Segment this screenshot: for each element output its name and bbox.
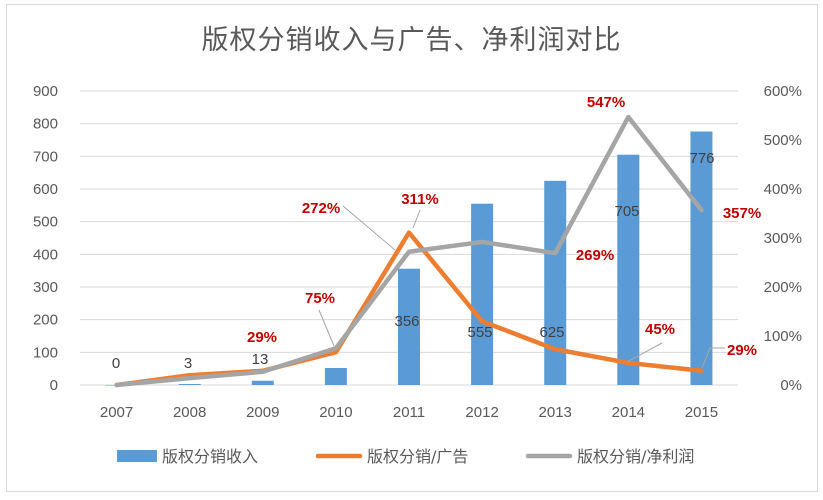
leader-line	[412, 209, 421, 229]
line-data-label: 75%	[305, 290, 335, 307]
legend-swatch-bar	[117, 450, 157, 462]
bar-2014	[617, 154, 640, 385]
y-left-tick-label: 600	[33, 181, 58, 198]
x-tick-label: 2012	[465, 404, 498, 421]
x-tick-label: 2008	[173, 404, 206, 421]
y-right-tick-label: 200%	[764, 279, 802, 296]
y-right-tick-label: 300%	[764, 230, 802, 247]
y-left-tick-label: 900	[33, 83, 58, 100]
line-data-label: 29%	[727, 342, 757, 359]
leader-line	[318, 309, 335, 347]
x-tick-label: 2013	[539, 404, 572, 421]
y-left-tick-label: 0	[50, 377, 58, 394]
y-left-tick-label: 400	[33, 246, 58, 263]
bar-data-label: 555	[467, 324, 492, 341]
line-data-label: 269%	[576, 247, 614, 264]
y-right-tick-label: 500%	[764, 132, 802, 149]
y-left-tick-label: 200	[33, 312, 58, 329]
y-right-tick-label: 600%	[764, 83, 802, 100]
x-tick-label: 2015	[685, 404, 718, 421]
bar-data-label: 705	[614, 203, 639, 220]
bar-data-label: 625	[539, 324, 564, 341]
bar-2013	[544, 180, 567, 385]
line-data-label: 29%	[247, 329, 277, 346]
line-data-label: 45%	[645, 321, 675, 338]
bar-data-label: 13	[252, 351, 269, 368]
leader-line	[701, 347, 725, 369]
y-right-tick-label: 0%	[780, 377, 802, 394]
bar-2011	[398, 268, 420, 385]
line-data-label: 357%	[723, 205, 761, 222]
x-tick-label: 2010	[319, 404, 352, 421]
y-left-tick-label: 500	[33, 214, 58, 231]
x-tick-label: 2009	[246, 404, 279, 421]
leader-line	[626, 342, 663, 363]
bar-data-label: 0	[112, 355, 120, 372]
bar-data-label: 3	[184, 355, 192, 372]
y-left-tick-label: 800	[33, 116, 58, 133]
x-tick-label: 2011	[393, 404, 425, 421]
line-data-label: 547%	[587, 94, 625, 111]
bar-2015	[690, 131, 713, 385]
y-right-tick-label: 100%	[764, 328, 802, 345]
bar-2010	[324, 368, 347, 385]
bar-2008	[178, 384, 201, 385]
y-right-tick-label: 400%	[764, 181, 802, 198]
y-left-tick-label: 700	[33, 148, 58, 165]
leader-line	[342, 205, 396, 251]
legend-label: 版权分销收入	[162, 447, 258, 466]
line-series-1	[114, 230, 704, 388]
chart-frame	[6, 4, 818, 492]
bar-data-label: 776	[689, 150, 714, 167]
bar-data-label: 356	[394, 313, 419, 330]
y-left-tick-label: 100	[33, 344, 58, 361]
bar-2009	[251, 380, 274, 385]
legend-label: 版权分销/广告	[367, 447, 468, 466]
line-data-label: 272%	[302, 200, 340, 217]
y-left-tick-label: 300	[33, 279, 58, 296]
line-data-label: 311%	[401, 191, 439, 208]
x-tick-label: 2014	[612, 404, 645, 421]
line-series-2	[114, 114, 704, 388]
x-tick-label: 2007	[100, 404, 133, 421]
chart-title: 版权分销收入与广告、净利润对比	[201, 25, 622, 56]
legend-label: 版权分销/净利润	[577, 447, 694, 466]
bar-2012	[471, 203, 494, 385]
